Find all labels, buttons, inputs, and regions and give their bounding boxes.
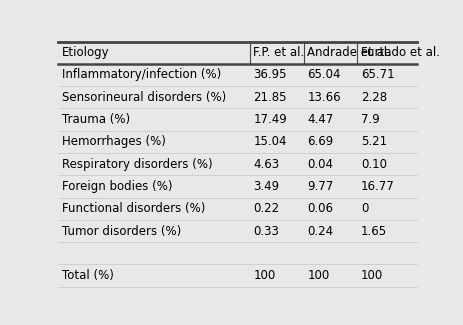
Text: 17.49: 17.49: [253, 113, 287, 126]
Text: 4.47: 4.47: [307, 113, 333, 126]
Text: Sensorineural disorders (%): Sensorineural disorders (%): [62, 91, 226, 104]
Text: 13.66: 13.66: [307, 91, 341, 104]
Text: 2.28: 2.28: [361, 91, 387, 104]
Text: 0.04: 0.04: [307, 158, 333, 171]
Text: 0.24: 0.24: [307, 225, 333, 238]
Text: 100: 100: [307, 269, 330, 282]
Text: Trauma (%): Trauma (%): [62, 113, 130, 126]
Text: 3.49: 3.49: [253, 180, 280, 193]
Text: 1.65: 1.65: [361, 225, 387, 238]
Text: 100: 100: [361, 269, 383, 282]
Text: Respiratory disorders (%): Respiratory disorders (%): [62, 158, 213, 171]
Text: 36.95: 36.95: [253, 69, 287, 82]
Text: 21.85: 21.85: [253, 91, 287, 104]
Text: 65.04: 65.04: [307, 69, 341, 82]
Text: 15.04: 15.04: [253, 135, 287, 148]
Text: Functional disorders (%): Functional disorders (%): [62, 202, 206, 215]
Text: 4.63: 4.63: [253, 158, 280, 171]
Text: 6.69: 6.69: [307, 135, 333, 148]
Text: 0: 0: [361, 202, 369, 215]
Text: Tumor disorders (%): Tumor disorders (%): [62, 225, 181, 238]
Text: 65.71: 65.71: [361, 69, 394, 82]
Text: Total (%): Total (%): [62, 269, 114, 282]
Text: 7.9: 7.9: [361, 113, 380, 126]
Text: Etiology: Etiology: [62, 46, 110, 59]
Text: Inflammatory/infection (%): Inflammatory/infection (%): [62, 69, 221, 82]
Text: 0.10: 0.10: [361, 158, 387, 171]
Text: Foreign bodies (%): Foreign bodies (%): [62, 180, 173, 193]
Text: 9.77: 9.77: [307, 180, 333, 193]
Text: 16.77: 16.77: [361, 180, 395, 193]
Text: Andrade et al.: Andrade et al.: [307, 46, 391, 59]
Text: F.P. et al.: F.P. et al.: [253, 46, 305, 59]
Text: 0.22: 0.22: [253, 202, 280, 215]
Text: 5.21: 5.21: [361, 135, 387, 148]
Text: Furtado et al.: Furtado et al.: [361, 46, 440, 59]
Text: 0.06: 0.06: [307, 202, 333, 215]
Text: Hemorrhages (%): Hemorrhages (%): [62, 135, 166, 148]
Text: 0.33: 0.33: [253, 225, 279, 238]
Text: 100: 100: [253, 269, 275, 282]
